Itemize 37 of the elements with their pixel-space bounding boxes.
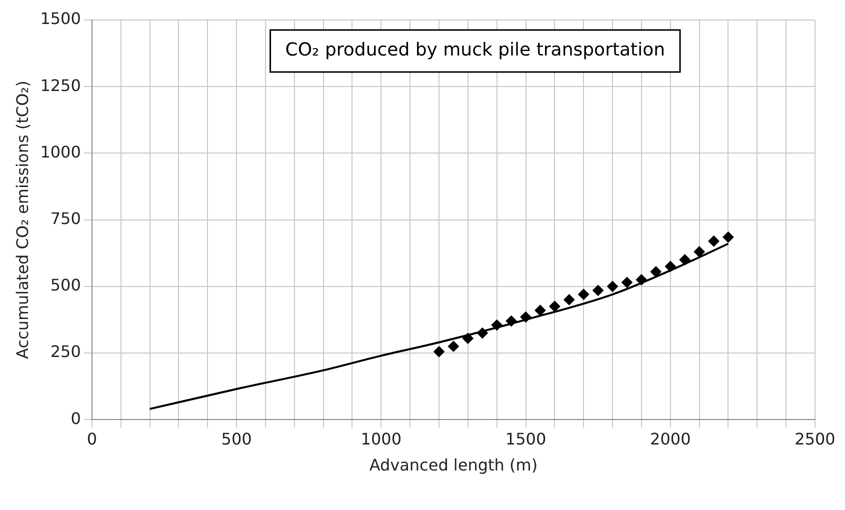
x-tick-label: 2000 — [650, 429, 691, 448]
point — [434, 346, 444, 358]
y-tick-label: 1500 — [40, 9, 81, 28]
x-axis-title: Advanced length (m) — [369, 456, 538, 475]
x-tick-label: 1500 — [505, 429, 546, 448]
x-tick-label: 2500 — [794, 429, 836, 448]
point — [476, 328, 488, 339]
point — [462, 332, 474, 344]
y-tick-label: 0 — [70, 408, 81, 428]
x-tick-label: 500 — [221, 429, 252, 448]
point — [520, 312, 532, 323]
point — [679, 254, 690, 266]
point — [592, 284, 604, 296]
point — [564, 294, 575, 306]
y-axis-title: Accumulated CO₂ emissions (tCO₂) — [12, 80, 32, 359]
point — [607, 280, 618, 292]
x-tick-label: 1000 — [360, 429, 402, 448]
point — [722, 232, 734, 243]
y-tick-label: 1250 — [40, 76, 81, 95]
point — [448, 340, 459, 352]
x-tick-label: 0 — [86, 429, 98, 448]
y-tick-label: 750 — [50, 208, 81, 228]
y-tick-label: 500 — [50, 276, 81, 295]
y-tick-label: 1000 — [40, 142, 81, 162]
point — [694, 246, 705, 258]
y-tick-label: 250 — [50, 342, 81, 362]
point — [708, 236, 720, 247]
point — [636, 274, 647, 286]
point — [534, 304, 546, 316]
text: CO₂ produced by muck pile transportation — [285, 40, 666, 61]
point — [549, 300, 560, 312]
point — [622, 276, 632, 288]
point — [650, 266, 662, 278]
point — [506, 316, 517, 327]
point — [578, 288, 590, 300]
point — [491, 320, 502, 331]
point — [664, 260, 676, 272]
